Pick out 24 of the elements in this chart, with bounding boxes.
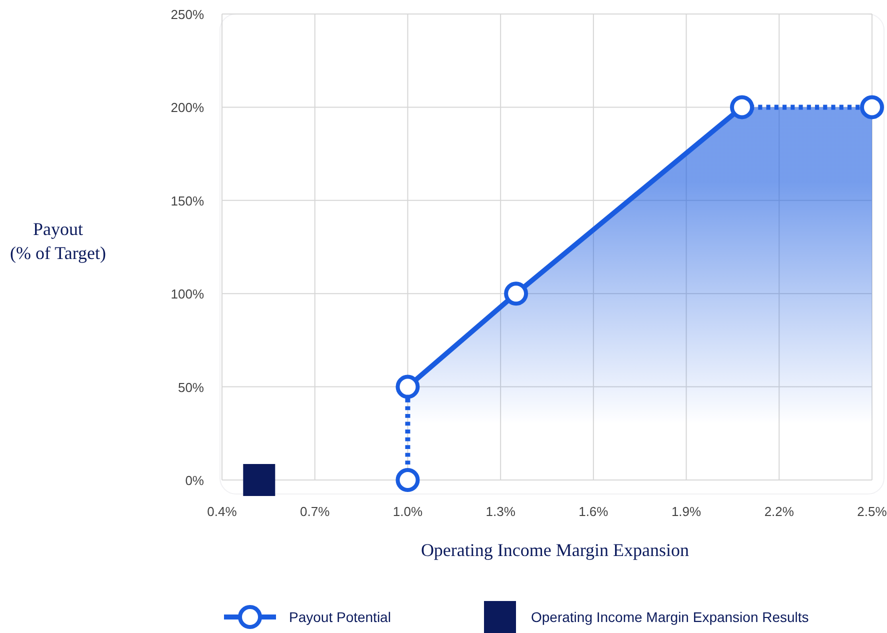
x-tick-label: 1.3% (486, 504, 516, 519)
y-tick-label: 200% (170, 100, 204, 116)
point (243, 464, 276, 496)
point (396, 468, 420, 492)
x-tick-label: 1.9% (671, 504, 702, 519)
x-tick-label: 1.6% (578, 504, 609, 519)
point (730, 95, 754, 120)
point (504, 282, 528, 306)
point (860, 95, 884, 120)
x-tick-label: 0.4% (207, 504, 238, 519)
y-tick-label: 250% (170, 7, 204, 22)
y-tick-label: 50% (178, 380, 204, 395)
y-tick-label: 150% (170, 193, 204, 208)
x-tick-label: 1.0% (392, 504, 423, 519)
x-tick-label: 0.7% (300, 504, 330, 519)
y-tick-label: 100% (170, 286, 204, 302)
y-axis-title: Payout (% of Target) (10, 219, 106, 263)
x-tick-label: 2.5% (857, 504, 887, 519)
x-tick-label: 2.2% (764, 504, 794, 519)
y-tick-label: 0% (185, 473, 204, 488)
legend-label: Operating Income Margin Expansion Results (531, 609, 809, 625)
legend-label: Payout Potential (289, 609, 391, 625)
point (396, 374, 420, 399)
x-axis-title: Operating Income Margin Expansion (420, 540, 690, 560)
